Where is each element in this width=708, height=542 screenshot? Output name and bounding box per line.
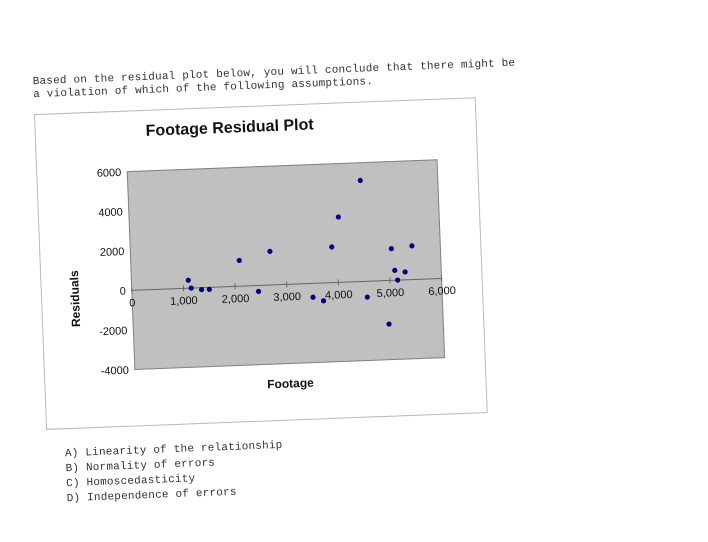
x-axis-label: Footage: [267, 376, 314, 392]
y-tick-label: 2000: [100, 246, 125, 259]
x-tick-label: 2,000: [222, 293, 250, 306]
answer-options: A) Linearity of the relationship B) Norm…: [65, 439, 285, 507]
y-tick-label: 4000: [98, 206, 123, 219]
x-tick-label: 4,000: [325, 289, 353, 302]
y-axis-label: Residuals: [67, 270, 83, 328]
residual-plot: 6000 4000 2000 0 -2000 -4000 0 1,000 2,000 3,000…: [35, 98, 487, 429]
x-tick-label: 3,000: [273, 291, 301, 304]
question-text: Based on the residual plot below, you wi…: [33, 52, 674, 103]
y-tick-label: -2000: [99, 325, 128, 338]
x-tick-label: 6,000: [428, 285, 456, 298]
plot-area: [127, 160, 444, 370]
y-tick-label: 6000: [97, 167, 122, 180]
x-tick-label: 0: [129, 297, 136, 309]
x-tick-label: 5,000: [376, 287, 404, 300]
y-tick-label: 0: [120, 286, 127, 298]
x-tick-label: 1,000: [170, 295, 198, 308]
y-tick-label: -4000: [101, 365, 130, 378]
